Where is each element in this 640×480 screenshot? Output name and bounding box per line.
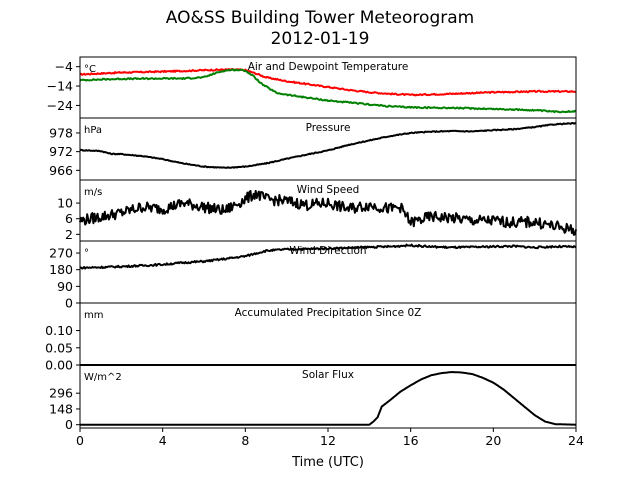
x-tick-label: 12 (320, 433, 336, 448)
y-tick-label: 10 (57, 196, 73, 211)
unit-label: °C (84, 64, 96, 75)
panel-title: Accumulated Precipitation Since 0Z (235, 307, 422, 319)
panel-title: Wind Direction (289, 245, 366, 257)
y-tick-label: 0.10 (45, 323, 73, 338)
x-axis-label: Time (UTC) (291, 455, 364, 470)
chart-subtitle: 2012-01-19 (270, 29, 370, 49)
series-line (79, 121, 577, 169)
unit-label: mm (84, 310, 103, 321)
y-tick-label: 972 (49, 144, 73, 159)
x-tick-label: 4 (159, 433, 167, 448)
y-tick-label: 966 (49, 163, 73, 178)
y-tick-label: 0.05 (45, 340, 73, 355)
panel-title: Pressure (306, 122, 351, 134)
y-tick-label: −24 (47, 98, 73, 113)
y-tick-label: 978 (49, 125, 73, 140)
y-tick-label: −4 (55, 59, 73, 74)
y-tick-label: 90 (57, 279, 73, 294)
x-tick-label: 0 (76, 433, 84, 448)
y-tick-label: 270 (49, 246, 73, 261)
x-tick-label: 8 (241, 433, 249, 448)
unit-label: ° (84, 248, 89, 259)
y-tick-label: −14 (47, 79, 73, 94)
y-tick-label: 296 (49, 386, 73, 401)
unit-label: m/s (84, 187, 102, 198)
panel-1 (76, 56, 577, 119)
series-line (79, 68, 577, 97)
panel-title: Wind Speed (297, 184, 360, 196)
panel-title: Air and Dewpoint Temperature (248, 61, 409, 73)
series-line (80, 371, 576, 426)
series-line (79, 243, 577, 270)
y-tick-label: 180 (49, 262, 73, 277)
y-tick-label: 0 (65, 417, 73, 432)
y-tick-label: 2 (65, 227, 73, 242)
y-tick-label: 0 (65, 296, 73, 311)
unit-label: W/m^2 (84, 372, 122, 383)
series-line (79, 189, 577, 236)
y-tick-label: 6 (65, 211, 73, 226)
x-tick-label: 20 (485, 433, 501, 448)
chart-title: AO&SS Building Tower Meteorogram (165, 8, 475, 28)
unit-label: hPa (84, 125, 102, 136)
series-line (79, 68, 577, 114)
x-tick-label: 24 (568, 433, 584, 448)
x-tick-label: 16 (403, 433, 419, 448)
y-tick-label: 0.00 (45, 358, 73, 373)
y-tick-label: 148 (49, 401, 73, 416)
panel-title: Solar Flux (302, 369, 354, 381)
